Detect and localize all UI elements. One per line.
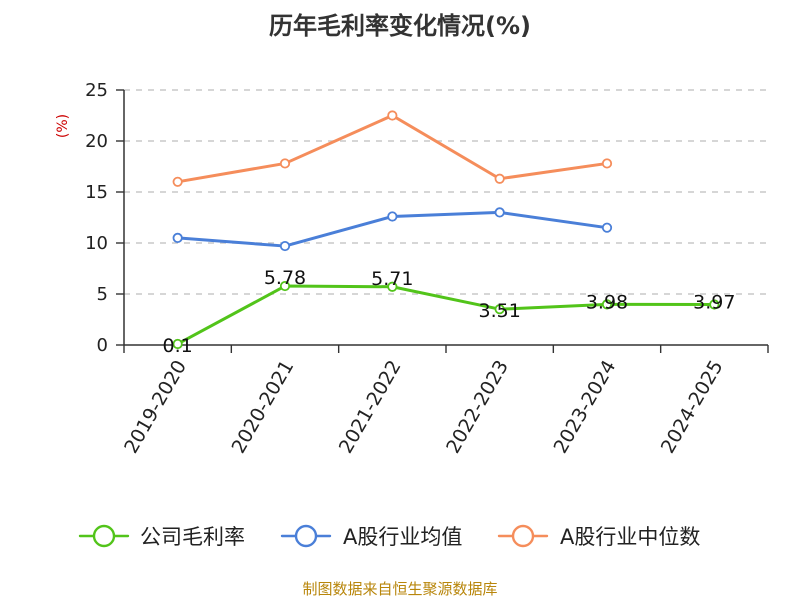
series-point-2-0 xyxy=(172,176,183,187)
y-tick-label-5: 25 xyxy=(85,80,108,101)
legend-marker-2 xyxy=(511,524,535,548)
series-point-2-3 xyxy=(494,173,505,184)
data-label-layer: 0.1 5.78 5.71 3.51 3.98 3.97 xyxy=(163,267,736,357)
series-point-0-5 xyxy=(709,299,720,310)
series-point-0-0 xyxy=(172,338,183,350)
series-line-0 xyxy=(176,284,716,346)
legend: 公司毛利率 A股行业均值 A股行业中位数 xyxy=(78,524,700,549)
series-point-2-4 xyxy=(601,158,613,169)
legend-marker-0 xyxy=(92,524,116,548)
y-tick-label-0: 0 xyxy=(97,335,108,356)
legend-label-2: A股行业中位数 xyxy=(560,525,700,549)
source-note: 制图数据来自恒生聚源数据库 xyxy=(302,580,497,598)
legend-label-1: A股行业均值 xyxy=(343,525,462,549)
x-tick-label-5: 2024-2025 xyxy=(657,357,728,458)
series-layer xyxy=(172,110,720,350)
series-point-1-2 xyxy=(387,211,398,222)
company-data-label-1: 5.78 xyxy=(264,267,306,289)
series-point-1-4 xyxy=(601,222,613,233)
company-data-label-5: 3.97 xyxy=(693,292,735,314)
x-tick-label-0: 2019-2020 xyxy=(120,357,191,458)
y-tick-label-2: 10 xyxy=(85,233,108,254)
company-data-label-0: 0.1 xyxy=(163,335,193,357)
x-tick-label-2: 2021-2022 xyxy=(335,357,406,458)
series-point-1-1 xyxy=(279,240,291,252)
series-point-2-2 xyxy=(387,110,398,121)
series-point-0-4 xyxy=(601,299,613,310)
chart-title: 历年毛利率变化情况(%) xyxy=(269,12,531,40)
x-tick-label-1: 2020-2021 xyxy=(227,357,298,458)
series-point-2-1 xyxy=(279,158,291,169)
company-data-label-4: 3.98 xyxy=(586,291,628,313)
x-tick-label-3: 2022-2023 xyxy=(442,356,513,457)
y-axis-label: (%) xyxy=(55,114,71,138)
x-tick-label-4: 2023-2024 xyxy=(549,357,620,458)
y-tick-label-1: 5 xyxy=(97,284,108,305)
y-tick-label-3: 15 xyxy=(85,182,108,203)
grid-layer xyxy=(124,89,768,295)
company-data-label-2: 5.71 xyxy=(371,268,413,290)
series-point-0-2 xyxy=(387,281,398,292)
legend-marker-1 xyxy=(294,524,318,548)
series-line-2 xyxy=(176,114,609,184)
series-point-0-3 xyxy=(494,304,505,315)
legend-label-0: 公司毛利率 xyxy=(140,525,245,549)
y-tick-label-4: 20 xyxy=(85,131,108,152)
series-point-0-1 xyxy=(279,280,291,292)
series-point-1-0 xyxy=(172,232,183,243)
series-point-1-3 xyxy=(494,207,505,218)
company-data-label-3: 3.51 xyxy=(479,300,521,322)
